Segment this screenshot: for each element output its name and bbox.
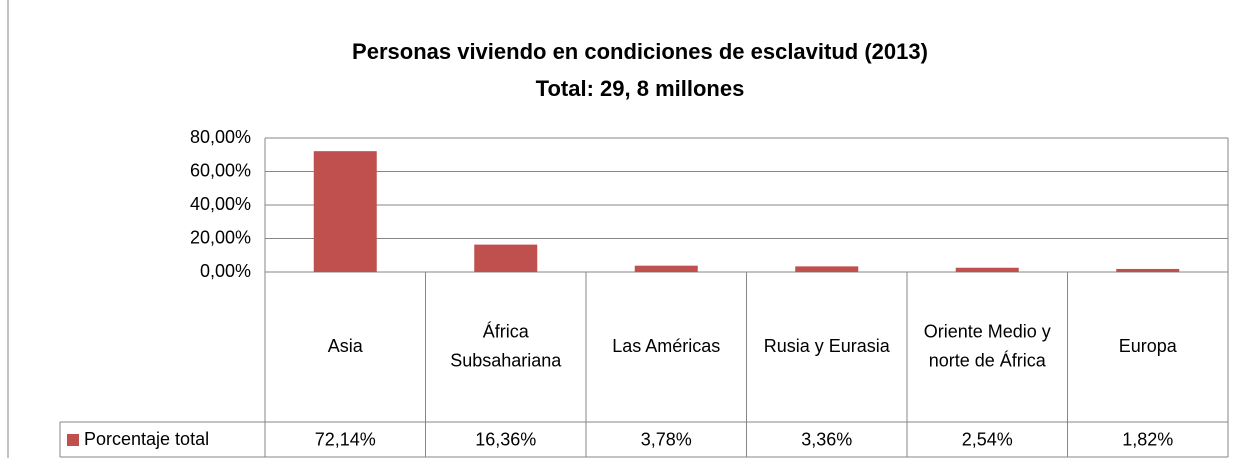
bar	[795, 266, 859, 272]
data-label: 1,82%	[1122, 429, 1173, 449]
y-tick-label: 20,00%	[190, 227, 251, 247]
y-tick-label: 40,00%	[190, 194, 251, 214]
chart-title: Personas viviendo en condiciones de escl…	[352, 39, 928, 64]
y-tick-label: 0,00%	[200, 261, 251, 281]
bar	[955, 267, 1019, 272]
data-label: 3,36%	[801, 429, 852, 449]
data-label: 72,14%	[315, 429, 376, 449]
bar	[313, 151, 377, 272]
data-label: 16,36%	[475, 429, 536, 449]
bar	[474, 244, 538, 272]
bar	[1116, 268, 1180, 272]
data-label: 3,78%	[641, 429, 692, 449]
chart-subtitle: Total: 29, 8 millones	[536, 76, 745, 101]
legend-label: Porcentaje total	[84, 429, 209, 449]
x-tick-label: Las Américas	[612, 336, 720, 356]
x-tick-label: Europa	[1119, 336, 1178, 356]
bar	[634, 265, 698, 272]
data-label: 2,54%	[962, 429, 1013, 449]
y-tick-label: 80,00%	[190, 127, 251, 147]
legend-key	[67, 434, 79, 446]
x-tick-label: Rusia y Eurasia	[764, 336, 891, 356]
x-tick-label: Asia	[328, 336, 364, 356]
x-tick-label: África Subsahariana	[450, 321, 562, 370]
y-tick-label: 60,00%	[190, 160, 251, 180]
x-tick-label: Oriente Medio y norte de África	[924, 321, 1051, 370]
